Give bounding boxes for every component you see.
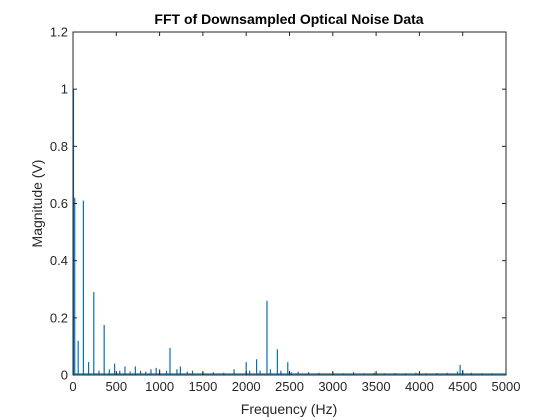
plot-series xyxy=(72,89,506,375)
x-tick-label: 2500 xyxy=(275,379,304,394)
y-tick-label: 1 xyxy=(61,82,68,97)
y-tick-label: 0.4 xyxy=(50,253,68,268)
x-tick-label: 4000 xyxy=(405,379,434,394)
plot-box xyxy=(72,31,507,376)
x-axis: 0 500 1000 1500 2000 2500 3000 3500 4000 4500 5000 xyxy=(69,32,520,394)
x-tick-label: 1000 xyxy=(145,379,174,394)
x-tick-label: 3500 xyxy=(362,379,391,394)
x-axis-label: Frequency (Hz) xyxy=(241,401,337,417)
x-tick-label: 500 xyxy=(105,379,127,394)
x-tick-label: 3000 xyxy=(318,379,347,394)
y-tick-label: 0.8 xyxy=(50,139,68,154)
x-tick-label: 2000 xyxy=(232,379,261,394)
y-tick-label: 1.2 xyxy=(50,25,68,40)
x-tick-label: 4500 xyxy=(448,379,477,394)
y-tick-label: 0.2 xyxy=(50,310,68,325)
x-tick-label: 0 xyxy=(69,379,76,394)
y-axis: 0 0.2 0.4 0.6 0.8 1 1.2 xyxy=(50,25,506,383)
y-tick-label: 0 xyxy=(61,368,68,383)
x-tick-label: 1500 xyxy=(188,379,217,394)
y-tick-label: 0.6 xyxy=(50,196,68,211)
y-axis-label: Magnitude (V) xyxy=(29,160,45,248)
x-tick-label: 5000 xyxy=(492,379,521,394)
chart-title: FFT of Downsampled Optical Noise Data xyxy=(154,11,423,27)
